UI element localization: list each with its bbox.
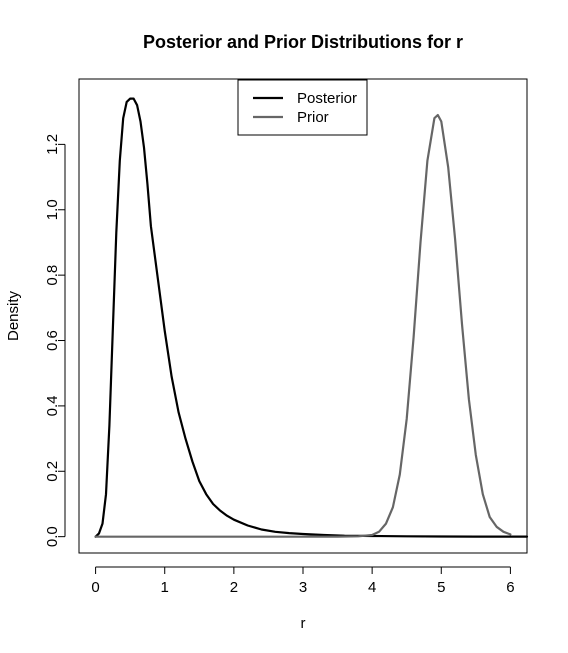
x-axis: 0 1 2 3 4 5 6 [91, 566, 515, 596]
legend-label-prior: Prior [297, 109, 329, 126]
x-tick-label: 5 [437, 579, 445, 596]
x-axis-label: r [301, 615, 306, 632]
y-tick-label: 0.6 [44, 330, 61, 351]
y-tick-label: 1.0 [44, 199, 61, 220]
chart-title: Posterior and Prior Distributions for r [143, 32, 463, 52]
y-tick-label: 0.8 [44, 265, 61, 286]
y-tick-label: 0.0 [44, 526, 61, 547]
series-lines [94, 97, 529, 538]
y-axis: 0.0 0.2 0.4 0.6 0.8 1.0 1.2 [44, 134, 66, 547]
x-tick-label: 4 [368, 579, 376, 596]
legend: Posterior Prior [237, 79, 368, 136]
y-tick-label: 0.4 [44, 395, 61, 416]
x-tick-label: 3 [299, 579, 307, 596]
y-tick-label: 1.2 [44, 134, 61, 155]
x-tick-label: 1 [161, 579, 169, 596]
x-tick-label: 2 [230, 579, 238, 596]
series-line-prior [94, 113, 512, 538]
legend-box [237, 79, 368, 136]
legend-label-posterior: Posterior [297, 90, 357, 107]
series-line-posterior [94, 97, 529, 538]
x-tick-label: 0 [91, 579, 99, 596]
y-tick-label: 0.2 [44, 461, 61, 482]
y-axis-label: Density [5, 290, 22, 341]
plot-frame [78, 78, 528, 554]
x-tick-label: 6 [506, 579, 514, 596]
